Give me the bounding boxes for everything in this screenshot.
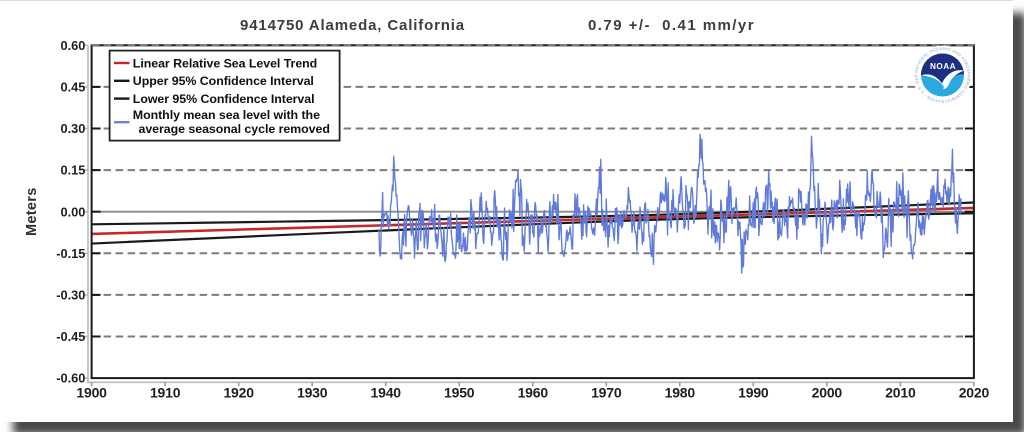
legend-label-2: Lower 95% Confidence Interval [133,92,315,106]
x-tick-label-2000: 2000 [812,385,843,401]
y-tick-label-0.60: 0.60 [60,38,85,53]
noaa-navy-field [921,53,964,86]
x-tick-label-1940: 1940 [371,385,402,401]
noaa-gull-icon [921,70,964,90]
x-tick-label-1990: 1990 [738,385,769,401]
legend-label-3-line2: average seasonal cycle removed [139,122,330,136]
sea-level-chart: 0.60 0.45 0.30 0.15 0.00 -0.15 -0.30 -0.45 -0.60… [0,0,990,401]
axes-ticks [84,44,975,387]
trend-rate-title: 0.79 +/- 0.41 mm/yr [588,17,756,34]
y-tick-label-0.15: 0.15 [60,163,85,178]
y-tick-label-0.30: 0.30 [60,121,85,136]
x-tick-label-1970: 1970 [591,385,622,401]
x-tick-label-1960: 1960 [518,385,549,401]
data-series-layer [91,133,974,274]
y-tick-label-0.00: 0.00 [60,204,85,219]
x-tick-label-1950: 1950 [444,385,475,401]
axis-labels: 0.60 0.45 0.30 0.15 0.00 -0.15 -0.30 -0.45 -0.60… [24,38,990,401]
x-tick-label-2010: 2010 [885,385,916,401]
y-tick-label--0.30: -0.30 [56,288,85,303]
x-tick-label-1930: 1930 [297,385,328,401]
y-tick-label--0.45: -0.45 [56,329,85,344]
legend-label-1: Upper 95% Confidence Interval [133,74,314,88]
monthly-sea-level-line [377,133,962,274]
chart-card: 9414750 Alameda, California 0.79 +/- 0.4… [0,0,1013,401]
x-tick-label-1910: 1910 [150,385,181,401]
station-title: 9414750 Alameda, California [240,17,465,34]
x-tick-label-2020: 2020 [959,385,990,401]
x-tick-label-1920: 1920 [223,385,254,401]
legend-box [108,49,341,142]
noaa-emblem-text: NOAA [930,62,956,71]
y-axis-title: Meters [24,187,40,236]
legend: Linear Relative Sea Level Trend Upper 95%… [108,49,341,142]
y-tick-label--0.15: -0.15 [56,246,85,261]
x-tick-label-1900: 1900 [76,385,107,401]
legend-label-3-line1: Monthly mean sea level with the [133,108,320,122]
y-tick-label--0.60: -0.60 [56,371,85,386]
legend-label-0: Linear Relative Sea Level Trend [133,56,317,70]
y-tick-label-0.45: 0.45 [60,80,85,95]
x-tick-label-1980: 1980 [665,385,696,401]
